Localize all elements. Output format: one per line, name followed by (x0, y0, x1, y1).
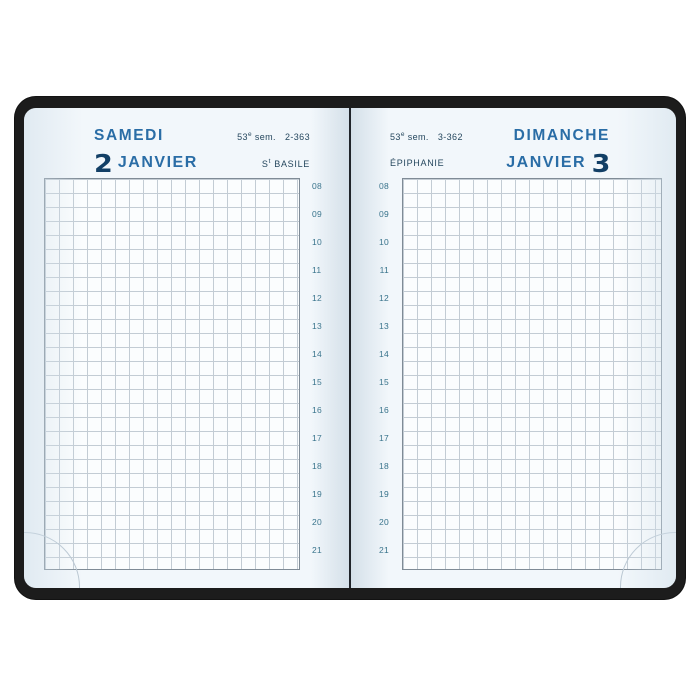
page-left-saturday: SAMEDI 53e sem. 2-363 2 JANVIER St BASILE… (24, 108, 350, 588)
hour-rail-left: 08 09 10 11 12 13 14 15 16 17 18 19 20 21 (306, 178, 336, 570)
hour-label-left-21: 21 (312, 545, 323, 555)
page-right-header: 53e sem. 3-362 DIMANCHE ÉPIPHANIE JANVIER… (364, 124, 662, 178)
hour-label-right-14: 14 (378, 349, 389, 359)
feast-note-right: ÉPIPHANIE (390, 158, 445, 168)
saint-prefix-left: S (261, 158, 269, 169)
month-label-right: JANVIER (506, 154, 587, 171)
date-line-left: 2 JANVIER (94, 151, 198, 176)
week-number-sup-right: e (400, 130, 405, 138)
hour-label-right-21: 21 (378, 545, 389, 555)
week-word-left: sem. (254, 131, 276, 142)
saint-label-left: BASILE (274, 158, 310, 169)
day-number-left: 2 (94, 148, 113, 178)
hour-label-right-15: 15 (378, 377, 389, 387)
page-right-header-line-2: ÉPIPHANIE JANVIER 3 (364, 150, 662, 176)
date-line-right: JANVIER 3 (506, 151, 610, 176)
hour-label-right-11: 11 (379, 265, 389, 275)
day-number-right: 3 (591, 148, 611, 178)
hour-label-left-17: 17 (312, 433, 323, 443)
hour-label-left-08: 08 (312, 181, 323, 191)
page-left-header: SAMEDI 53e sem. 2-363 2 JANVIER St BASILE (38, 124, 336, 178)
hour-label-right-20: 20 (378, 517, 389, 527)
week-number-left: 53 (237, 131, 248, 142)
hour-label-right-10: 10 (378, 237, 389, 247)
weekday-label-left: SAMEDI (94, 127, 164, 144)
page-right-sunday: 53e sem. 3-362 DIMANCHE ÉPIPHANIE JANVIER… (350, 108, 676, 588)
hour-label-left-13: 13 (312, 321, 323, 331)
saint-name-left: St BASILE (262, 158, 310, 169)
page-right-header-line-1: 53e sem. 3-362 DIMANCHE (364, 126, 662, 146)
week-number-right: 53 (390, 131, 401, 142)
hour-label-right-09: 09 (378, 209, 389, 219)
hour-label-left-20: 20 (312, 517, 323, 527)
week-meta-right: 53e sem. 3-362 (390, 131, 463, 142)
week-word-right: sem. (407, 131, 429, 142)
saint-prefix-sup-left: t (268, 157, 272, 165)
hour-label-left-12: 12 (312, 293, 323, 303)
notes-grid-left[interactable] (44, 178, 300, 570)
page-left-body: 08 09 10 11 12 13 14 15 16 17 18 19 20 21 (38, 178, 336, 573)
weekday-label-right: DIMANCHE (513, 127, 610, 144)
diary-spread: SAMEDI 53e sem. 2-363 2 JANVIER St BASILE… (24, 108, 676, 588)
hour-label-left-19: 19 (312, 489, 323, 499)
hour-label-right-13: 13 (378, 321, 389, 331)
hour-label-right-17: 17 (378, 433, 389, 443)
page-right-body: 08 09 10 11 12 13 14 15 16 17 18 19 20 21 (364, 178, 662, 573)
hour-label-left-09: 09 (312, 209, 323, 219)
hour-label-right-08: 08 (378, 181, 389, 191)
hour-label-right-18: 18 (378, 461, 389, 471)
hour-label-left-16: 16 (312, 405, 323, 415)
hour-label-right-19: 19 (378, 489, 389, 499)
page-left-header-line-1: SAMEDI 53e sem. 2-363 (38, 126, 336, 146)
diary-book: SAMEDI 53e sem. 2-363 2 JANVIER St BASILE… (14, 96, 686, 600)
week-number-sup-left: e (247, 130, 252, 138)
page-left-header-line-2: 2 JANVIER St BASILE (38, 150, 336, 176)
book-spine (349, 108, 351, 588)
hour-label-right-16: 16 (378, 405, 389, 415)
hour-label-left-10: 10 (312, 237, 323, 247)
hour-rail-right: 08 09 10 11 12 13 14 15 16 17 18 19 20 21 (364, 178, 394, 570)
week-meta-left: 53e sem. 2-363 (237, 131, 310, 142)
hour-label-left-18: 18 (312, 461, 323, 471)
day-index-right: 3-362 (437, 131, 463, 142)
hour-label-left-11: 11 (312, 265, 322, 275)
notes-grid-right[interactable] (402, 178, 662, 570)
hour-label-left-15: 15 (312, 377, 323, 387)
hour-label-left-14: 14 (312, 349, 323, 359)
month-label-left: JANVIER (117, 154, 198, 171)
day-index-left: 2-363 (284, 131, 310, 142)
hour-label-right-12: 12 (378, 293, 389, 303)
